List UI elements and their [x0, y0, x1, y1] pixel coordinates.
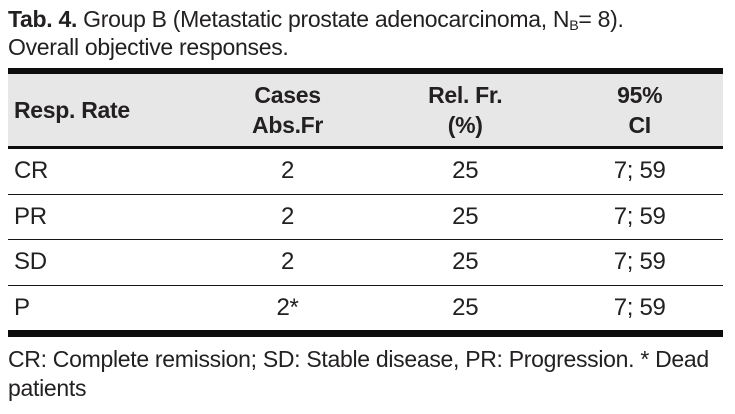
caption-subscript: B — [569, 18, 579, 35]
header-line: Cases — [254, 82, 321, 108]
caption-text-end: = 8). — [578, 6, 624, 32]
header-line: 95% — [617, 82, 663, 108]
column-header-rel-fr: Rel. Fr. (%) — [374, 80, 556, 140]
cell-cases: 2 — [281, 157, 295, 185]
cell-ci: 7; 59 — [613, 202, 666, 230]
caption-label: Tab. 4. — [8, 6, 78, 32]
column-header-95-ci: 95% CI — [556, 80, 723, 140]
header-line: Abs.Fr — [252, 112, 324, 138]
caption-line2: Overall objective responses. — [8, 34, 289, 60]
cell-rel-fr: 25 — [452, 248, 479, 276]
cell-rel-fr: 25 — [452, 202, 479, 230]
header-line: Rel. Fr. — [428, 82, 503, 108]
table-row-pr: PR 2 25 7; 59 — [8, 195, 723, 240]
caption-text: Group B (Metastatic prostate adenocarcin… — [77, 6, 570, 32]
table-row-sd: SD 2 25 7; 59 — [8, 240, 723, 286]
data-table: Resp. Rate Cases Abs.Fr Rel. Fr. (%) 95%… — [8, 68, 723, 337]
header-line: CI — [628, 112, 651, 138]
cell-resp-rate: PR — [14, 202, 47, 230]
header-line: (%) — [447, 112, 483, 138]
header-line: Resp. Rate — [14, 97, 130, 123]
cell-rel-fr: 25 — [452, 157, 479, 185]
table-caption: Tab. 4. Group B (Metastatic prostate ade… — [8, 5, 725, 61]
cell-rel-fr: 25 — [452, 293, 479, 321]
cell-cases: 2 — [281, 248, 295, 276]
cell-resp-rate: CR — [14, 157, 49, 185]
table-header-row: Resp. Rate Cases Abs.Fr Rel. Fr. (%) 95%… — [8, 74, 723, 149]
cell-ci: 7; 59 — [613, 293, 666, 321]
cell-ci: 7; 59 — [613, 157, 666, 185]
column-header-cases-absfr: Cases Abs.Fr — [201, 80, 374, 140]
cell-resp-rate: SD — [14, 248, 47, 276]
table-footnote: CR: Complete remission; SD: Stable disea… — [8, 346, 709, 401]
column-header-resp-rate: Resp. Rate — [8, 95, 201, 125]
cell-cases: 2* — [276, 293, 299, 321]
cell-cases: 2 — [281, 202, 295, 230]
cell-resp-rate: P — [14, 293, 30, 321]
table-row-cr: CR 2 25 7; 59 — [8, 149, 723, 195]
table-row-p: P 2* 25 7; 59 — [8, 286, 723, 331]
cell-ci: 7; 59 — [613, 248, 666, 276]
